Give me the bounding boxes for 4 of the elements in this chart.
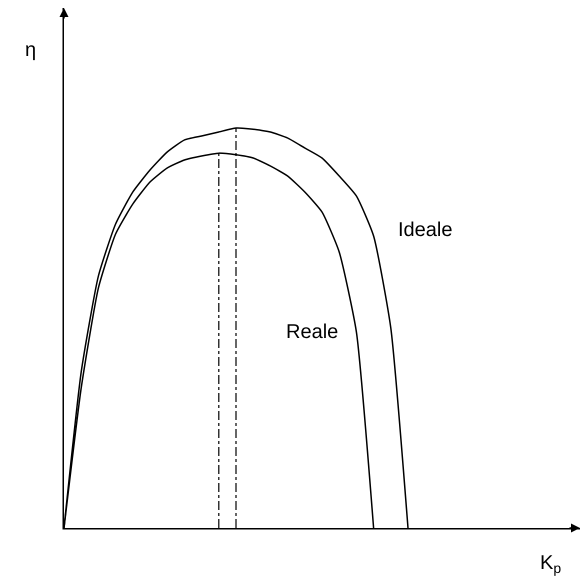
y-axis-title: η [25,39,36,61]
x-axis-title: K$_{p}$ [540,552,562,576]
series-label: Reale [286,321,338,343]
series-label: Ideale [398,219,452,241]
